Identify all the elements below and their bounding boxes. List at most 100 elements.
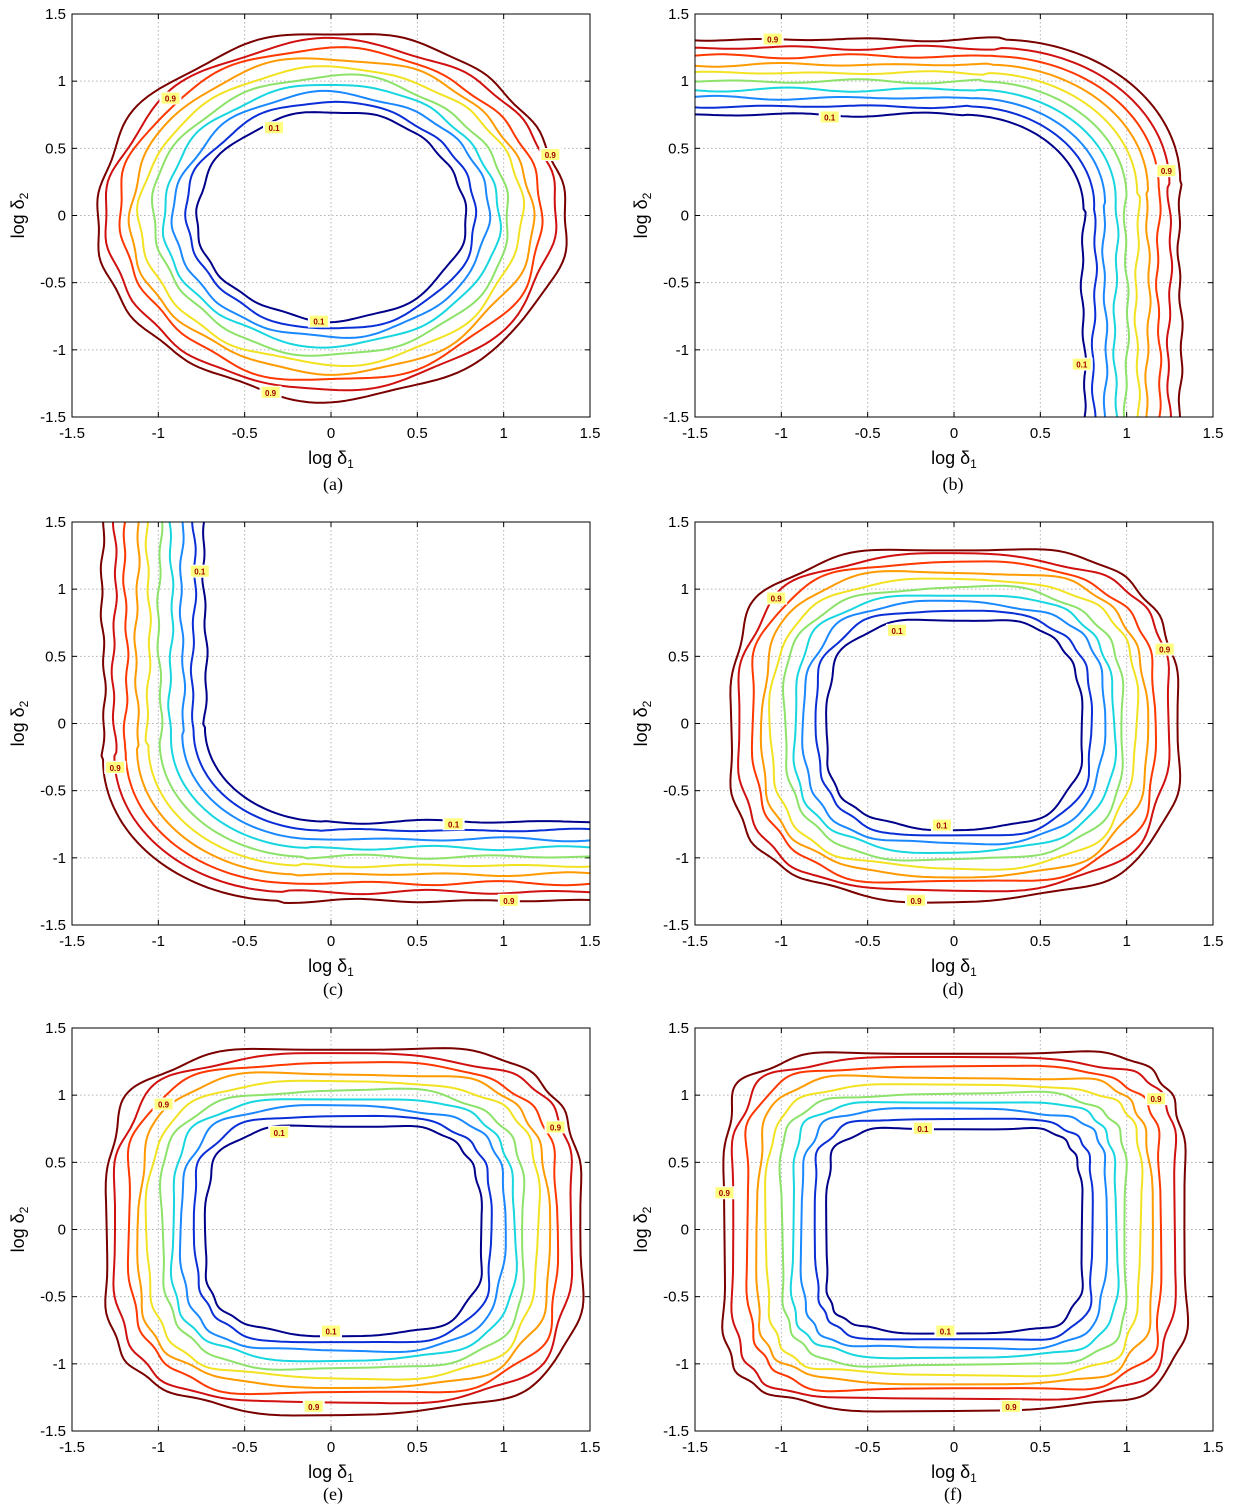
contour-level-4 [789, 1101, 1120, 1360]
y-axis-label: log δ2 [631, 192, 654, 238]
contour-label-box [265, 122, 284, 134]
y-tick-label: 0.5 [45, 140, 66, 157]
x-tick-label: -0.5 [232, 425, 258, 442]
contour-level-3 [801, 599, 1107, 846]
contour-label-box [1147, 1093, 1166, 1105]
y-tick-label: -1 [676, 850, 689, 867]
y-tick-label: 0 [58, 1222, 66, 1239]
contour-label-box [767, 592, 786, 604]
contour-level-5 [778, 1090, 1128, 1368]
y-tick-label: -1.5 [663, 1423, 689, 1440]
contour-label: 0.1 [940, 1328, 952, 1337]
x-tick-label: 1.5 [1203, 1439, 1224, 1456]
contour-label-box [907, 894, 926, 906]
contour-panel-b: -1.5 -1 -0.5 0 0.5 1 1.5 -1.5 -1 -0.5 0 0.5 1 1.5 0.9 0… [631, 6, 1223, 495]
x-tick-label: 0.5 [407, 933, 428, 950]
contour-label: 0.1 [268, 124, 280, 133]
y-tick-label: -1.5 [663, 917, 689, 934]
x-tick-label: 0.5 [1030, 425, 1051, 442]
contour-level-1 [195, 111, 468, 324]
contour-level-10 [96, 33, 568, 404]
contour-level-3 [178, 1104, 507, 1353]
contour-level-8 [122, 522, 590, 887]
x-axis-label: log δ1 [931, 448, 977, 471]
y-tick-label: -0.5 [663, 1289, 689, 1306]
x-axis-label: log δ1 [308, 1462, 354, 1485]
contour-level-2 [813, 1117, 1094, 1341]
contour-level-5 [782, 584, 1125, 862]
contour-level-1 [203, 1124, 483, 1338]
y-tick-label: 0 [58, 208, 66, 225]
contour-label-box [106, 761, 125, 773]
contour-level-1 [825, 1126, 1084, 1335]
y-tick-label: -1.5 [40, 1423, 66, 1440]
contour-label: 0.9 [1159, 646, 1171, 655]
contour-label-box [541, 149, 560, 161]
contour-level-8 [695, 53, 1163, 417]
contour-label: 0.9 [1161, 167, 1173, 176]
contour-label: 0.9 [550, 1123, 562, 1132]
x-tick-label: -1 [152, 933, 165, 950]
gridlines [72, 1028, 590, 1431]
contour-label: 0.9 [503, 897, 515, 906]
contour-label-box [499, 894, 518, 906]
x-axis-label: log δ1 [308, 956, 354, 979]
y-tick-label: -0.5 [40, 783, 66, 800]
x-tick-label: 1.5 [580, 933, 601, 950]
x-tick-label: 1 [1122, 933, 1130, 950]
y-tick-label: -1 [676, 1356, 689, 1373]
x-tick-label: -1 [152, 425, 165, 442]
contour-level-2 [189, 522, 590, 833]
x-tick-label: -0.5 [855, 933, 881, 950]
gridlines [72, 522, 590, 925]
contour-panel-f: -1.5 -1 -0.5 0 0.5 1 1.5 -1.5 -1 -0.5 0 0.5 1 1.5 0.1 0… [631, 1020, 1223, 1505]
contour-level-2 [192, 1114, 493, 1344]
y-tick-label: 1.5 [45, 1020, 66, 1037]
x-axis-label: log δ1 [308, 448, 354, 471]
contour-level-5 [159, 1087, 526, 1371]
contour-label-box [1155, 643, 1174, 655]
contour-level-7 [133, 522, 590, 877]
contour-label-box [1001, 1400, 1020, 1412]
x-tick-label: -1.5 [682, 933, 708, 950]
contour-lines [96, 33, 568, 404]
y-axis-label: log δ2 [8, 1206, 31, 1252]
x-tick-label: 1 [1122, 1439, 1130, 1456]
x-tick-label: -0.5 [232, 933, 258, 950]
contour-level-8 [744, 1064, 1163, 1393]
contour-level-5 [156, 522, 590, 860]
y-tick-label: 1 [681, 581, 689, 598]
plot-frame [694, 521, 1214, 926]
gridlines [72, 14, 590, 417]
panel-caption: (c) [323, 979, 343, 1000]
y-tick-label: -1 [53, 850, 66, 867]
contour-level-2 [695, 104, 1098, 417]
contour-level-6 [695, 70, 1141, 417]
x-tick-label: 1.5 [580, 425, 601, 442]
x-tick-label: -1.5 [59, 933, 85, 950]
contour-level-9 [110, 522, 590, 896]
y-tick-label: -1 [676, 342, 689, 359]
contour-level-6 [764, 1083, 1144, 1378]
x-tick-label: -1.5 [682, 1439, 708, 1456]
y-axis-label: log δ2 [631, 1206, 654, 1252]
y-tick-label: 1 [681, 73, 689, 90]
y-tick-label: 0.5 [668, 140, 689, 157]
x-tick-label: 0.5 [407, 425, 428, 442]
contour-level-10 [729, 548, 1182, 904]
contour-level-4 [161, 84, 502, 349]
contour-label-box [261, 386, 280, 398]
y-tick-label: 0.5 [45, 1154, 66, 1171]
y-tick-label: 1 [681, 1087, 689, 1104]
contour-label: 0.9 [308, 1403, 320, 1412]
contour-label: 0.1 [891, 627, 903, 636]
contour-label: 0.1 [917, 1125, 929, 1134]
plot-frame [71, 521, 591, 926]
contour-level-7 [755, 1074, 1154, 1386]
contour-label-box [763, 33, 782, 45]
y-tick-label: -0.5 [40, 275, 66, 292]
y-axis-label: log δ2 [8, 192, 31, 238]
gridlines [695, 1028, 1213, 1431]
x-tick-label: 0 [950, 933, 958, 950]
y-tick-label: -1 [53, 1356, 66, 1373]
